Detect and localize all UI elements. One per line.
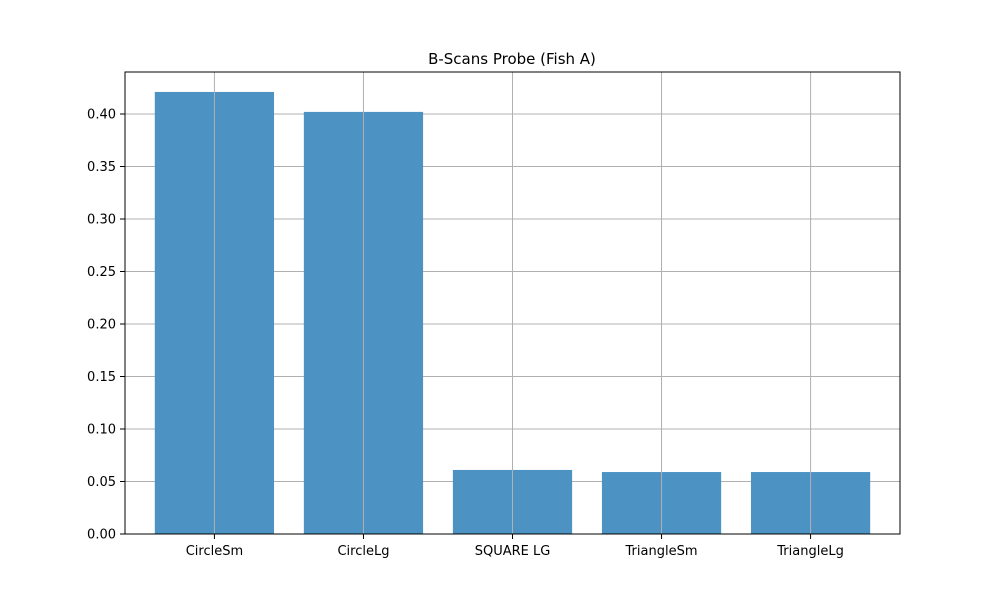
y-tick-label: 0.00 bbox=[87, 528, 116, 543]
vertical-grid-layer bbox=[213, 72, 812, 534]
y-axis-ticks: 0.00 0.05 0.10 0.15 0.20 0.25 0.30 0.35 0.40 bbox=[87, 108, 125, 543]
y-tick-label: 0.15 bbox=[87, 370, 116, 385]
y-tick-label: 0.10 bbox=[87, 423, 116, 438]
y-tick-label: 0.25 bbox=[87, 265, 116, 280]
y-tick-label: 0.40 bbox=[87, 108, 116, 123]
chart-title: B-Scans Probe (Fish A) bbox=[428, 50, 596, 68]
x-tick-label: TriangleLg bbox=[776, 544, 844, 559]
x-tick-label: TriangleSm bbox=[625, 544, 698, 559]
x-tick-label: CircleLg bbox=[337, 544, 389, 559]
x-tick-label: CircleSm bbox=[186, 544, 243, 559]
x-axis-ticks: CircleSm CircleLg SQUARE LG TriangleSm Trian… bbox=[186, 534, 844, 559]
y-tick-label: 0.35 bbox=[87, 160, 116, 175]
y-tick-label: 0.20 bbox=[87, 318, 116, 333]
x-tick-label: SQUARE LG bbox=[475, 544, 551, 559]
y-tick-label: 0.05 bbox=[87, 475, 116, 490]
y-tick-label: 0.30 bbox=[87, 213, 116, 228]
